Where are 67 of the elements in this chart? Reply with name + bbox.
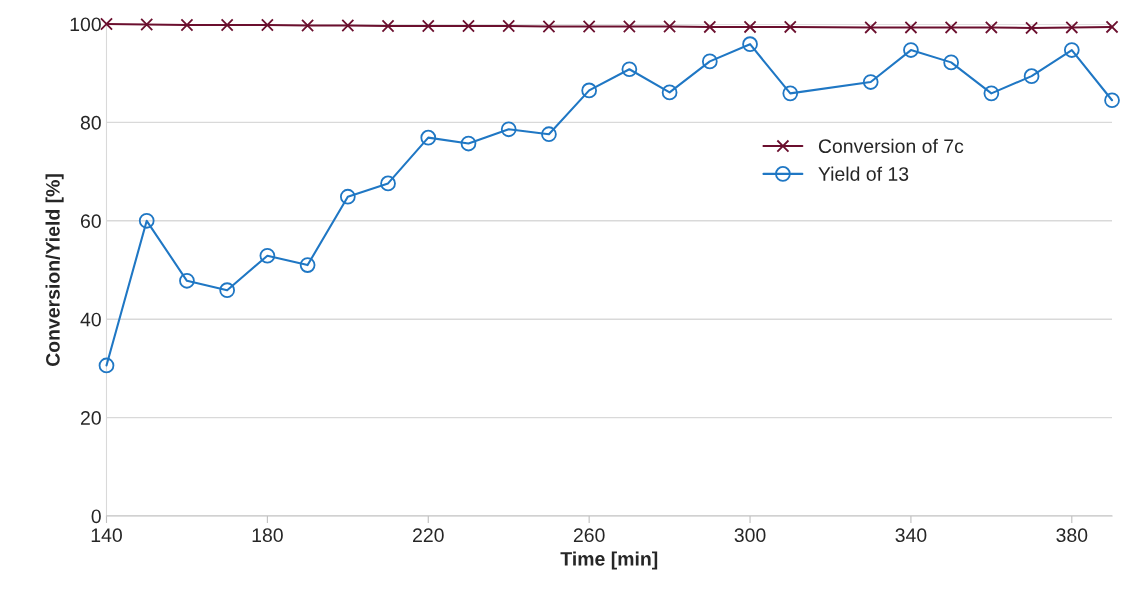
point: [460, 135, 477, 152]
point: [1063, 42, 1080, 58]
point: [1065, 20, 1079, 34]
x-tick-label: 140: [91, 528, 122, 543]
point: [259, 247, 276, 264]
point: [703, 20, 717, 34]
point: [380, 175, 396, 192]
point: [904, 20, 918, 34]
point: [1025, 21, 1039, 35]
point: [663, 19, 677, 33]
x-tick-label: 300: [734, 528, 766, 543]
point: [179, 272, 195, 289]
y-axis-title: Conversion/Yield [%]: [45, 174, 64, 367]
point: [743, 20, 757, 34]
point: [621, 61, 638, 78]
x-tick-label: 220: [413, 528, 444, 543]
y-tick-label: 60: [81, 214, 101, 229]
point: [100, 17, 113, 31]
point: [943, 54, 959, 71]
point: [219, 282, 236, 299]
point: [582, 19, 596, 33]
x-tick-label: 340: [895, 528, 927, 543]
point: [542, 19, 556, 33]
y-tick-label: 0: [91, 509, 101, 524]
point: [782, 85, 799, 102]
point: [98, 357, 115, 374]
point: [862, 74, 879, 90]
point: [260, 18, 274, 32]
point: [944, 20, 958, 34]
point: [220, 18, 234, 32]
x-tick-label: 380: [1056, 528, 1088, 543]
legend-label: Yield of 13: [818, 166, 909, 181]
point: [462, 19, 475, 33]
point: [984, 20, 998, 34]
point: [783, 20, 797, 34]
point: [339, 188, 356, 205]
legend-label: Conversion of 7c: [818, 138, 964, 154]
point: [301, 19, 315, 32]
point: [622, 19, 636, 33]
point: [341, 19, 355, 32]
y-tick-label: 100: [70, 17, 101, 32]
y-tick-label: 80: [80, 115, 101, 130]
point: [140, 18, 154, 31]
point: [299, 257, 316, 273]
point: [502, 19, 516, 33]
y-tick-label: 20: [80, 411, 101, 425]
point: [581, 82, 598, 99]
point: [180, 18, 194, 32]
point: [1105, 20, 1119, 34]
point: [1023, 68, 1040, 85]
point: [381, 19, 395, 33]
point: [742, 36, 758, 53]
point: [1104, 92, 1120, 109]
point: [983, 85, 1000, 102]
point: [864, 20, 878, 34]
x-axis-title: Time [min]: [560, 551, 658, 570]
point: [903, 42, 919, 58]
point: [661, 84, 678, 101]
point: [421, 19, 435, 33]
point: [420, 129, 437, 146]
point: [541, 126, 557, 143]
point: [138, 212, 155, 229]
x-tick-label: 260: [573, 528, 605, 543]
x-tick-label: 180: [252, 528, 283, 543]
point: [500, 121, 517, 138]
y-tick-label: 40: [80, 312, 101, 327]
point: [701, 53, 718, 70]
